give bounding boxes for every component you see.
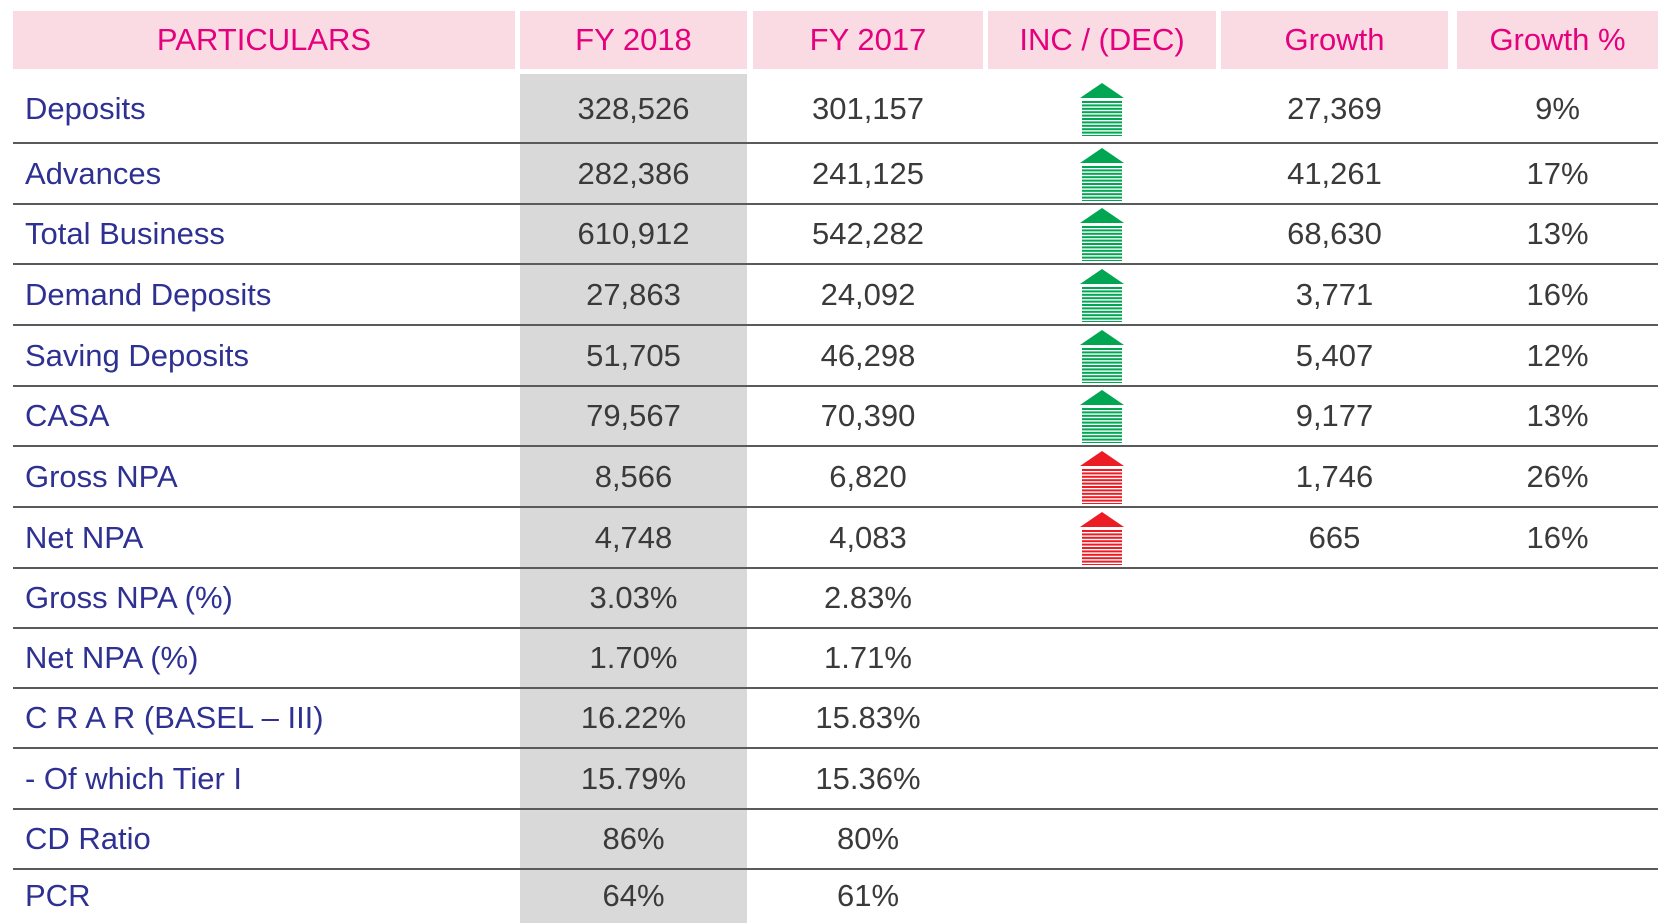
row-separator <box>13 567 1658 569</box>
cell-value: 15.79% <box>580 760 687 796</box>
cell-value: 16% <box>1526 519 1589 555</box>
trend-arrow <box>1080 450 1124 504</box>
cell-value: 282,386 <box>577 155 690 191</box>
cell-value: 80% <box>836 821 900 856</box>
row-label: Net NPA (%) <box>25 640 199 675</box>
row-separator <box>13 324 1658 326</box>
row-label: PCR <box>25 878 91 913</box>
cell-value: 27,863 <box>586 276 681 312</box>
row-separator <box>13 808 1658 810</box>
row-label: - Of which Tier I <box>25 760 243 796</box>
trend-arrow <box>1080 82 1124 136</box>
cell-value: 8,566 <box>594 458 673 494</box>
cell-value: 79,567 <box>586 398 681 433</box>
cell-value: 13% <box>1526 216 1589 251</box>
cell-value: 13% <box>1526 398 1589 433</box>
cell-value: 5,407 <box>1295 337 1374 373</box>
cell-value: 1,746 <box>1295 458 1374 494</box>
cell-value: 24,092 <box>820 276 916 312</box>
row-separator <box>13 445 1658 447</box>
row-separator <box>13 203 1658 205</box>
row-separator <box>13 142 1658 144</box>
trend-arrow <box>1080 208 1124 261</box>
row-label: CASA <box>25 398 110 433</box>
trend-arrow <box>1080 268 1124 322</box>
cell-value: 3.03% <box>589 580 678 615</box>
cell-value: 68,630 <box>1287 216 1382 251</box>
cell-value: 665 <box>1308 519 1361 555</box>
row-label: Net NPA <box>25 519 144 555</box>
trend-arrow <box>1080 329 1124 383</box>
cell-value: 51,705 <box>586 337 681 373</box>
row-separator <box>13 506 1658 508</box>
cell-value: 4,748 <box>594 519 673 555</box>
header-cell: Growth <box>1221 11 1448 69</box>
header-cell: FY 2018 <box>520 11 747 69</box>
trend-arrow <box>1080 511 1124 565</box>
row-separator <box>13 747 1658 749</box>
cell-value: 2.83% <box>824 580 912 615</box>
row-separator <box>13 868 1658 870</box>
cell-value: 1.71% <box>824 640 912 675</box>
trend-arrow <box>1080 390 1124 443</box>
cell-value: 241,125 <box>811 155 925 191</box>
header-cell: PARTICULARS <box>13 11 515 69</box>
cell-value: 70,390 <box>820 398 916 433</box>
row-label: Gross NPA (%) <box>25 580 233 615</box>
cell-value: 4,083 <box>829 519 907 555</box>
header-cell: Growth % <box>1457 11 1658 69</box>
row-label: Total Business <box>25 216 225 251</box>
cell-value: 12% <box>1526 337 1589 373</box>
cell-value: 610,912 <box>577 216 690 251</box>
cell-value: 17% <box>1526 155 1589 191</box>
row-label: Demand Deposits <box>25 276 272 312</box>
row-label: CD Ratio <box>25 821 151 856</box>
cell-value: 16% <box>1526 276 1589 312</box>
row-separator <box>13 263 1658 265</box>
cell-value: 15.83% <box>815 700 921 735</box>
cell-value: 15.36% <box>815 760 921 796</box>
cell-value: 27,369 <box>1287 90 1382 126</box>
cell-value: 46,298 <box>820 337 916 373</box>
row-label: Deposits <box>25 90 146 126</box>
row-separator <box>13 627 1658 629</box>
cell-value: 26% <box>1526 458 1589 494</box>
cell-value: 542,282 <box>811 216 925 251</box>
highlight-column <box>520 74 747 923</box>
cell-value: 16.22% <box>580 700 687 735</box>
row-separator <box>13 687 1658 689</box>
cell-value: 301,157 <box>811 90 925 126</box>
cell-value: 64% <box>602 878 665 913</box>
row-label: Gross NPA <box>25 458 178 494</box>
row-label: Saving Deposits <box>25 337 250 373</box>
header-cell: FY 2017 <box>753 11 983 69</box>
cell-value: 61% <box>836 878 900 913</box>
cell-value: 328,526 <box>577 90 690 126</box>
cell-value: 41,261 <box>1287 155 1382 191</box>
cell-value: 3,771 <box>1295 276 1374 312</box>
cell-value: 1.70% <box>589 640 678 675</box>
row-label: C R A R (BASEL – III) <box>25 700 324 735</box>
header-cell: INC / (DEC) <box>988 11 1216 69</box>
row-separator <box>13 385 1658 387</box>
cell-value: 9,177 <box>1295 398 1374 433</box>
cell-value: 6,820 <box>829 458 907 494</box>
cell-value: 9% <box>1535 90 1580 126</box>
cell-value: 86% <box>602 821 665 856</box>
row-label: Advances <box>25 155 162 191</box>
trend-arrow <box>1080 147 1124 201</box>
